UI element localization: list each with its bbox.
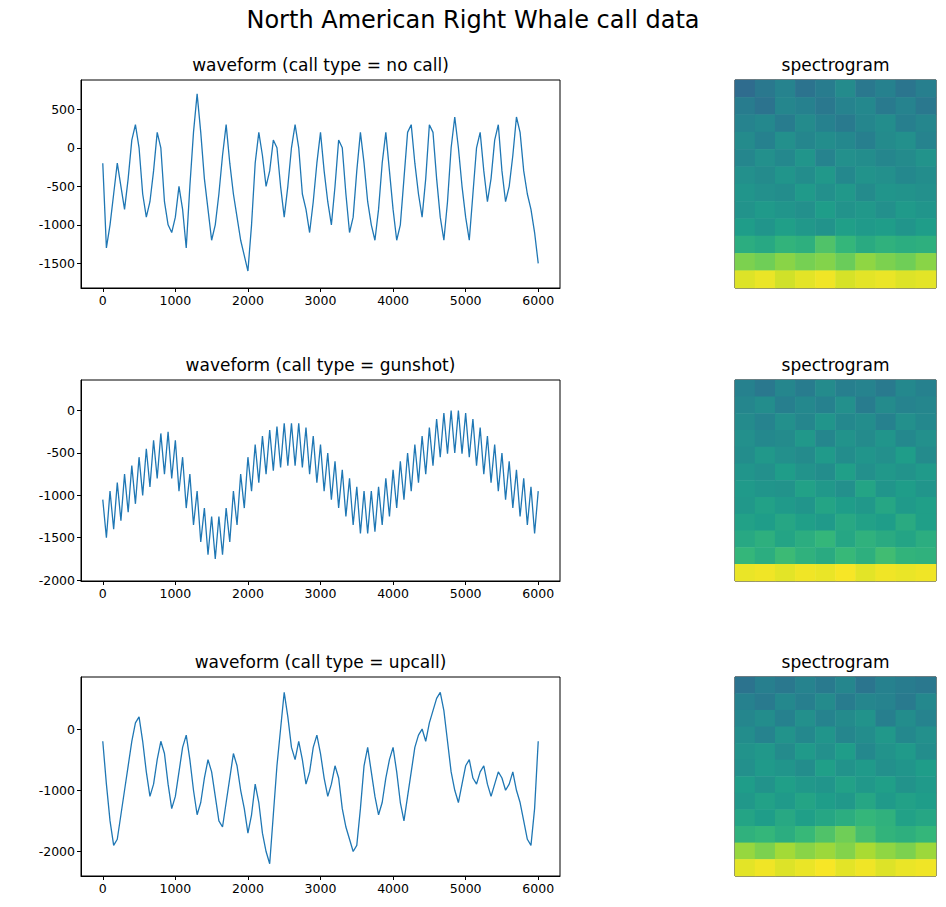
svg-text:0: 0	[67, 403, 75, 418]
svg-text:0: 0	[67, 140, 75, 155]
svg-text:-1000: -1000	[39, 217, 75, 232]
svg-text:-1000: -1000	[39, 783, 75, 798]
svg-text:4000: 4000	[377, 881, 409, 896]
svg-text:spectrogram: spectrogram	[782, 55, 890, 75]
svg-text:1000: 1000	[159, 293, 191, 308]
svg-text:2000: 2000	[232, 881, 264, 896]
svg-text:-1500: -1500	[39, 256, 75, 271]
svg-text:5000: 5000	[450, 586, 482, 601]
svg-text:spectrogram: spectrogram	[782, 652, 890, 672]
svg-text:5000: 5000	[450, 881, 482, 896]
svg-text:North American Right Whale cal: North American Right Whale call data	[246, 6, 699, 34]
svg-text:0: 0	[67, 722, 75, 737]
svg-text:-500: -500	[47, 179, 75, 194]
svg-text:waveform (call type = upcall): waveform (call type = upcall)	[195, 652, 447, 672]
svg-text:500: 500	[51, 102, 75, 117]
svg-text:-2000: -2000	[39, 573, 75, 588]
svg-text:1000: 1000	[159, 586, 191, 601]
svg-text:0: 0	[99, 586, 107, 601]
svg-text:3000: 3000	[305, 881, 337, 896]
svg-text:1000: 1000	[159, 881, 191, 896]
svg-text:0: 0	[99, 293, 107, 308]
svg-text:6000: 6000	[522, 881, 554, 896]
svg-text:-2000: -2000	[39, 844, 75, 859]
svg-text:6000: 6000	[522, 293, 554, 308]
svg-text:-1500: -1500	[39, 530, 75, 545]
svg-text:spectrogram: spectrogram	[782, 355, 890, 375]
svg-text:2000: 2000	[232, 586, 264, 601]
svg-text:-1000: -1000	[39, 488, 75, 503]
svg-text:4000: 4000	[377, 293, 409, 308]
svg-text:2000: 2000	[232, 293, 264, 308]
svg-text:5000: 5000	[450, 293, 482, 308]
svg-text:waveform (call type = no call): waveform (call type = no call)	[192, 55, 449, 75]
svg-text:3000: 3000	[305, 586, 337, 601]
svg-text:4000: 4000	[377, 586, 409, 601]
svg-text:0: 0	[99, 881, 107, 896]
svg-text:-500: -500	[47, 445, 75, 460]
svg-text:waveform (call type = gunshot): waveform (call type = gunshot)	[186, 355, 456, 375]
svg-text:3000: 3000	[305, 293, 337, 308]
svg-text:6000: 6000	[522, 586, 554, 601]
